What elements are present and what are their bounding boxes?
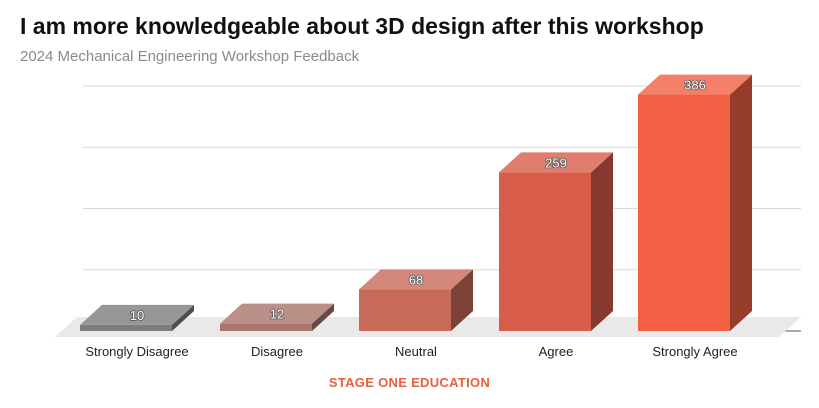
bar-strongly-agree (638, 74, 752, 331)
bar-front (220, 323, 312, 331)
bar-neutral (359, 269, 473, 331)
bar-side (451, 269, 473, 331)
x-tick-label: Disagree (251, 344, 303, 359)
bar-side (730, 74, 752, 331)
bar-front (359, 289, 451, 331)
x-tick-label: Agree (539, 344, 574, 359)
bar-strongly-disagree (80, 304, 194, 331)
x-tick-label: Strongly Agree (652, 344, 737, 359)
chart-subtitle: 2024 Mechanical Engineering Workshop Fee… (20, 48, 360, 65)
data-label: 12 (270, 307, 284, 322)
bar-top (638, 74, 752, 95)
data-label: 10 (130, 308, 144, 323)
data-label: 68 (409, 272, 423, 287)
x-tick-label: Strongly Disagree (85, 344, 188, 359)
bars (80, 74, 752, 331)
footer-brand-label: STAGE ONE EDUCATION (328, 375, 491, 390)
bar-side (172, 304, 194, 331)
x-tick-label: Neutral (395, 344, 437, 359)
bar-side (591, 152, 613, 331)
bar-front (499, 172, 591, 331)
chart-title: I am more knowledgeable about 3D design … (20, 13, 704, 39)
bar-disagree (220, 303, 334, 331)
data-label: 259 (545, 155, 567, 170)
bar-top (80, 304, 194, 325)
bar-front (638, 94, 730, 331)
bar-top (499, 152, 613, 173)
bar-front (80, 324, 172, 331)
data-label: 386 (684, 78, 706, 93)
bar-side (312, 303, 334, 331)
bar-top (359, 269, 473, 290)
bar-top (220, 303, 334, 324)
bar-agree (499, 152, 613, 331)
data-labels: 10 12 68 259 386 (129, 77, 707, 324)
x-axis-tick-labels: Strongly Disagree Disagree Neutral Agree Str… (85, 344, 737, 359)
